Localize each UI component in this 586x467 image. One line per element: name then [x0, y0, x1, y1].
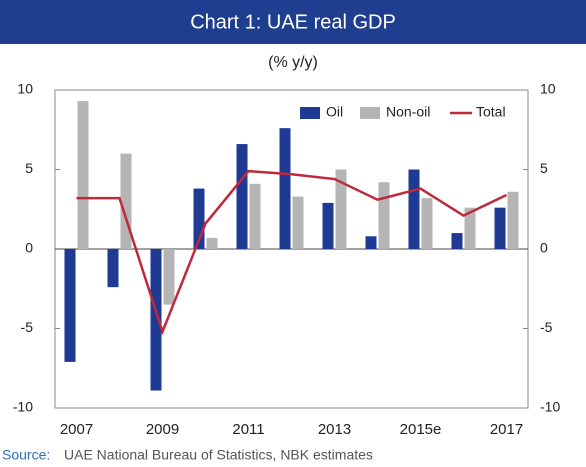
- y-tick-label: 0: [25, 240, 33, 256]
- x-tick-label: 2015e: [400, 421, 442, 438]
- y2-tick-label: 0: [540, 240, 548, 256]
- source-text: UAE National Bureau of Statistics, NBK e…: [64, 447, 373, 463]
- bar: [421, 198, 433, 249]
- y2-tick-label: -10: [540, 399, 560, 415]
- legend-swatch: [300, 107, 320, 119]
- title-banner: [0, 0, 586, 44]
- bar: [322, 202, 334, 249]
- legend-label: Oil: [326, 104, 343, 120]
- bar: [163, 249, 175, 305]
- y-tick-label: 5: [25, 160, 33, 176]
- bar: [464, 207, 476, 249]
- bar: [64, 249, 76, 362]
- y-tick-label: 10: [17, 81, 33, 97]
- bar: [236, 144, 248, 249]
- chart-title: Chart 1: UAE real GDP: [190, 11, 396, 33]
- bar: [193, 188, 205, 249]
- y-tick-label: -10: [13, 399, 33, 415]
- x-tick-label: 2007: [60, 421, 93, 438]
- legend-label: Non-oil: [386, 104, 430, 120]
- y2-tick-label: 10: [540, 81, 556, 97]
- source-label: Source:: [2, 447, 50, 463]
- bar: [120, 153, 132, 249]
- bar: [507, 191, 519, 249]
- bar: [378, 182, 390, 249]
- y2-tick-label: 5: [540, 160, 548, 176]
- legend-swatch: [360, 107, 380, 119]
- legend-label: Total: [476, 104, 506, 120]
- bar: [292, 196, 304, 249]
- bar: [494, 207, 506, 249]
- bar: [150, 249, 162, 391]
- bar: [249, 183, 261, 249]
- bar: [408, 169, 420, 249]
- y2-tick-label: -5: [540, 319, 553, 335]
- x-tick-label: 2017: [490, 421, 523, 438]
- bar: [365, 236, 377, 249]
- x-tick-label: 2013: [318, 421, 351, 438]
- x-tick-label: 2011: [232, 421, 264, 438]
- bar: [335, 169, 347, 249]
- bar: [206, 237, 218, 249]
- x-tick-label: 2009: [146, 421, 179, 438]
- bar: [451, 233, 463, 249]
- bar: [107, 249, 119, 288]
- total-line: [76, 169, 508, 336]
- chart-subtitle: (% y/y): [268, 54, 318, 71]
- y-tick-label: -5: [21, 319, 34, 335]
- bar: [279, 128, 291, 249]
- bar: [77, 101, 89, 249]
